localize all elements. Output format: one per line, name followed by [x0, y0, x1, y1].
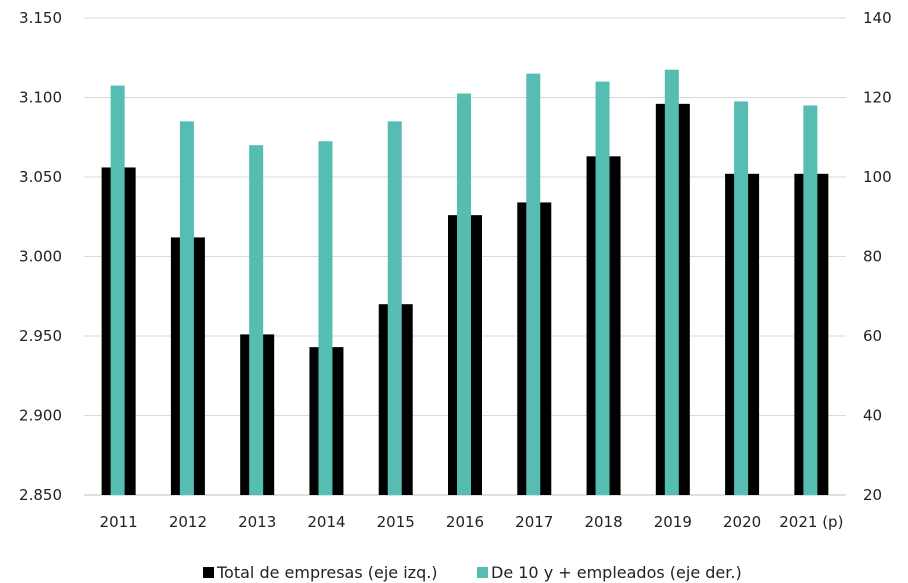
right-tick-label: 140 — [863, 9, 892, 27]
bar-empleados — [179, 121, 194, 495]
left-tick-label: 3.050 — [19, 168, 62, 186]
right-tick-label: 60 — [863, 327, 882, 345]
legend-label-total: Total de empresas (eje izq.) — [216, 563, 438, 582]
right-tick-label: 80 — [863, 248, 882, 266]
x-tick-label: 2012 — [169, 513, 207, 531]
bar-empleados — [249, 145, 264, 495]
bar-empleados — [110, 85, 125, 495]
bar-empleados — [457, 93, 471, 496]
x-tick-label: 2017 — [515, 513, 553, 531]
bar-empleados — [387, 121, 402, 495]
legend: Total de empresas (eje izq.) De 10 y + e… — [203, 563, 742, 582]
x-axis: 2011 2012 2013 2014 2015 2016 2017 2018 2019 2020… — [100, 513, 844, 531]
left-tick-label: 3.150 — [19, 9, 62, 27]
bars — [101, 69, 829, 496]
right-axis: 20 40 60 80 100 120 140 — [863, 9, 892, 504]
legend-label-empleados: De 10 y + empleados (eje der.) — [491, 563, 742, 582]
left-tick-label: 2.900 — [19, 407, 62, 425]
left-tick-label: 3.100 — [19, 89, 62, 107]
bar-empleados — [526, 73, 541, 496]
x-tick-label: 2013 — [238, 513, 276, 531]
x-tick-label: 2011 — [100, 513, 138, 531]
x-tick-label: 2021 (p) — [779, 513, 843, 531]
bar-empleados — [664, 69, 679, 496]
right-tick-label: 20 — [863, 486, 882, 504]
bar-empleados — [595, 81, 610, 495]
bar-empleados — [318, 141, 333, 495]
right-tick-label: 40 — [863, 407, 882, 425]
right-tick-label: 120 — [863, 89, 892, 107]
legend-swatch-empleados — [477, 567, 488, 578]
x-tick-label: 2020 — [723, 513, 761, 531]
left-tick-label: 2.950 — [19, 327, 62, 345]
left-axis: 2.850 2.900 2.950 3.000 3.050 3.100 3.150 — [19, 9, 62, 504]
left-tick-label: 2.850 — [19, 486, 62, 504]
x-tick-label: 2016 — [446, 513, 484, 531]
right-tick-label: 100 — [863, 168, 892, 186]
left-tick-label: 3.000 — [19, 248, 62, 266]
x-tick-label: 2014 — [307, 513, 345, 531]
x-tick-label: 2018 — [584, 513, 622, 531]
bar-empleados — [803, 105, 818, 495]
x-tick-label: 2019 — [654, 513, 692, 531]
legend-swatch-total — [203, 567, 214, 578]
x-tick-label: 2015 — [377, 513, 415, 531]
bar-empleados — [734, 101, 749, 495]
